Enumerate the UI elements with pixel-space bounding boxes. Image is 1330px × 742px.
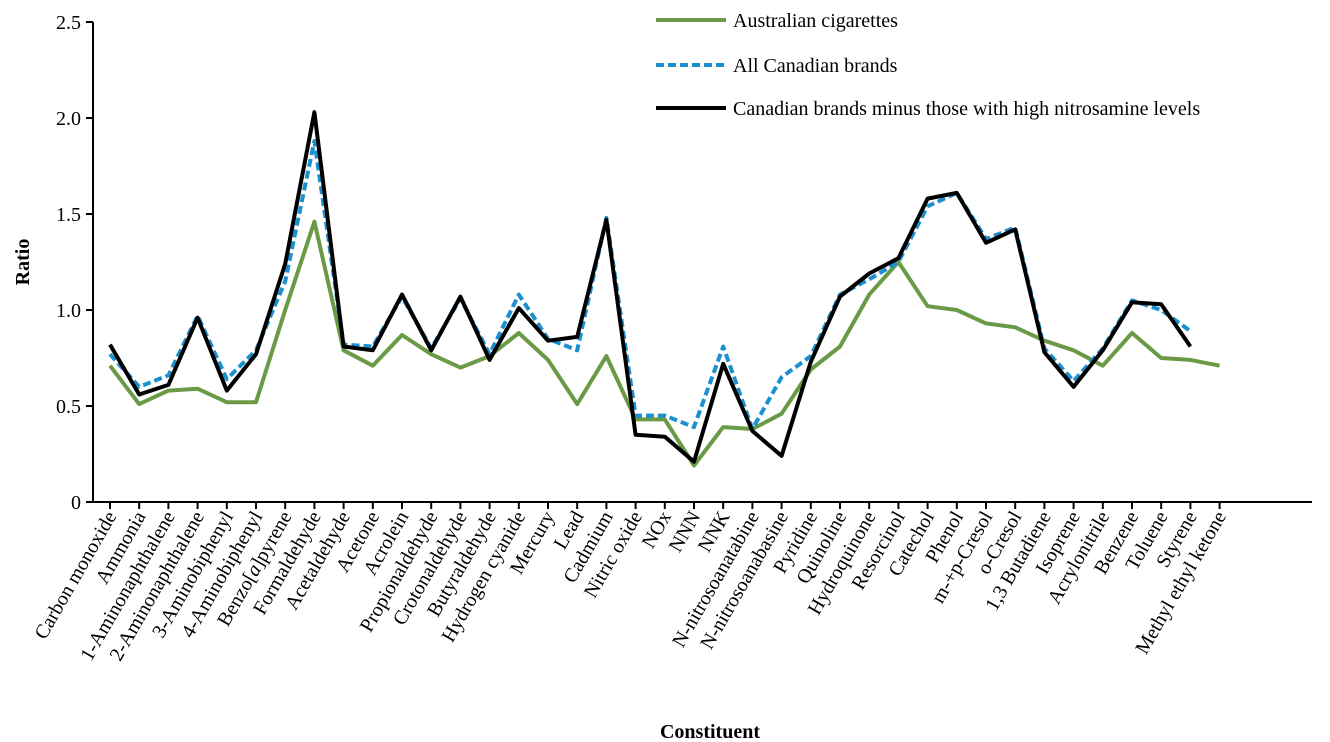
y-tick-label: 2.5 xyxy=(56,12,81,34)
legend-label-2: All Canadian brands xyxy=(733,55,898,77)
series-line-3 xyxy=(108,110,1193,464)
y-tick-label: 1.5 xyxy=(56,204,81,226)
y-axis-title: Ratio xyxy=(12,239,34,286)
y-axis: 0 0.5 1.0 1.5 2.0 2.5 xyxy=(56,12,94,514)
legend-label-1: Australian cigarettes xyxy=(733,10,898,32)
x-axis: Carbon monoxideAmmonia1-Aminonaphthalene… xyxy=(30,501,1312,665)
legend: Australian cigarettes All Canadian brands… xyxy=(656,10,1200,120)
x-axis-title: Constituent xyxy=(660,721,760,742)
legend-label-3: Canadian brands minus those with high ni… xyxy=(733,98,1200,120)
y-tick-label: 0 xyxy=(71,492,81,514)
y-tick-label: 0.5 xyxy=(56,396,81,418)
series-line-1 xyxy=(108,219,1220,468)
y-tick-label: 1.0 xyxy=(56,300,81,322)
series-line-2 xyxy=(108,139,1192,431)
series-layer xyxy=(108,110,1220,468)
y-tick-label: 2.0 xyxy=(56,108,81,130)
